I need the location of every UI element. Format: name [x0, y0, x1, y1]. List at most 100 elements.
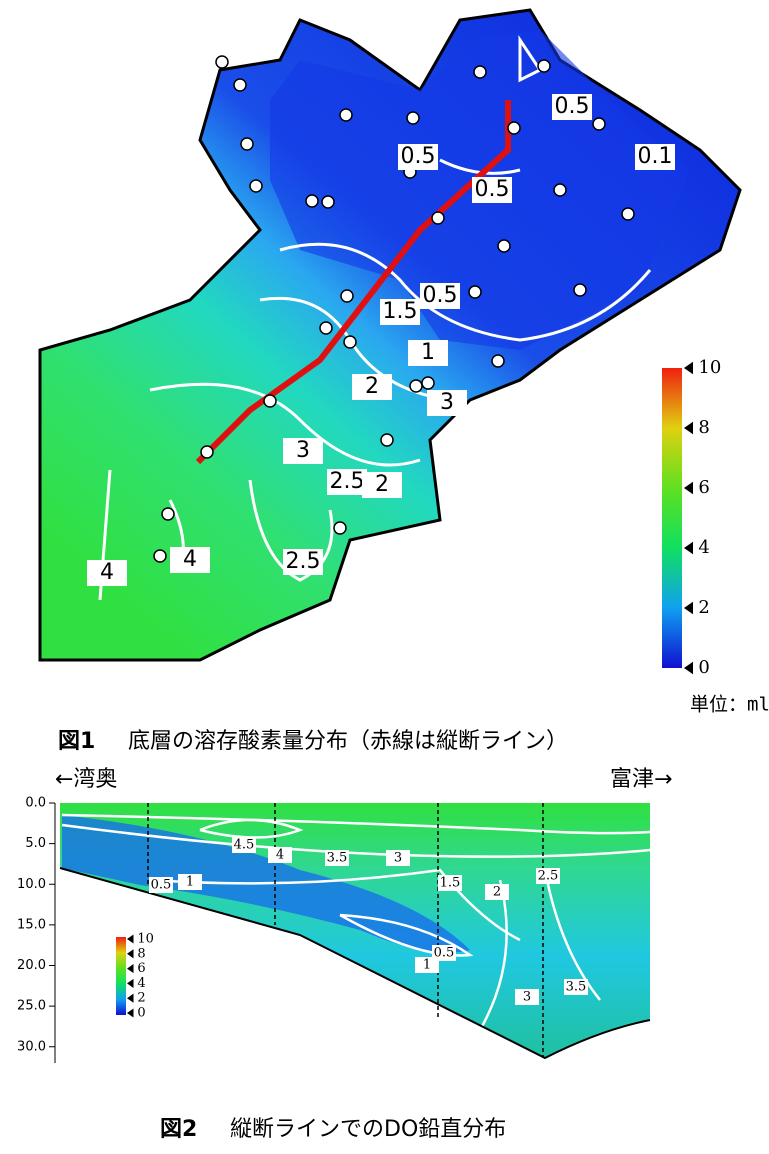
contour-label-bg [170, 547, 210, 573]
colorbar-tick [127, 1008, 134, 1018]
colorbar-tick-label: 4 [137, 976, 145, 991]
colorbar [662, 368, 682, 668]
colorbar-tick-label: 10 [698, 357, 721, 378]
caption: 縦断ラインでのDO鉛直分布 [230, 1117, 506, 1142]
contour-label: 1.5 [440, 876, 461, 891]
contour-label-bg [325, 850, 349, 866]
contour-label: 3 [440, 390, 454, 415]
contour-label-bg [268, 847, 292, 863]
contour-label: 4 [276, 848, 284, 863]
section-line [195, 100, 511, 465]
stations [147, 803, 544, 1058]
contour-label-bg [420, 283, 460, 309]
contour-label: 0.5 [423, 283, 458, 308]
contour-label-bg [564, 979, 588, 995]
contour-label: 0.5 [555, 94, 590, 119]
colorbar-tick-label: 4 [698, 537, 709, 558]
colorbar-tick-label: 2 [137, 991, 145, 1006]
map [38, 8, 742, 662]
contour-label-bg [149, 877, 173, 893]
y-tick-label: 30.0 [17, 1039, 46, 1054]
contour-label-bg [362, 472, 402, 498]
colorbar-tick [127, 964, 134, 974]
contour-label-bg [283, 438, 323, 464]
contour-label-bg [438, 875, 462, 891]
colorbar-tick [684, 661, 693, 675]
contour-label: 3.5 [327, 851, 348, 866]
contour-label-bg [536, 868, 560, 884]
colorbar-tick [684, 541, 693, 555]
colorbar-tick-label: 0 [137, 1006, 145, 1021]
contour-label-bg [386, 850, 410, 866]
contour-label: 2.5 [286, 549, 321, 574]
caption-label: 図1 [58, 729, 95, 754]
contour-label: 4.5 [234, 838, 255, 853]
contour-label-bg [415, 957, 439, 973]
contour-label: 1 [186, 875, 194, 890]
contour-label: 1 [423, 958, 431, 973]
colorbar-tick-label: 0 [698, 657, 709, 678]
colorbar-tick-label: 6 [137, 961, 145, 976]
contour-label-bg [232, 837, 256, 853]
contour-label-bg [352, 374, 392, 400]
y-tick-label: 20.0 [17, 958, 46, 973]
contour-label: 0.5 [475, 177, 510, 202]
contour-label: 0.5 [151, 878, 172, 893]
right-label: 富津→ [610, 767, 672, 792]
colorbar-tick [684, 481, 693, 495]
y-tick-label: 15.0 [17, 917, 46, 932]
y-tick-label: 5.0 [25, 836, 46, 851]
unit: 単位：ml/L [690, 694, 769, 716]
contour-label: 0.1 [638, 144, 673, 169]
caption: 底層の溶存酸素量分布（赤線は縦断ライン） [128, 729, 568, 754]
colorbar-tick [127, 993, 134, 1003]
contour-label: 1 [421, 340, 435, 365]
colorbar-tick [127, 934, 134, 944]
contour-label-bg [485, 884, 509, 900]
caption-label: 図2 [160, 1117, 197, 1142]
contour-label: 3 [394, 851, 402, 866]
contour-label-bg [327, 469, 367, 495]
contour-label: 0.5 [401, 144, 436, 169]
y-tick-label: 25.0 [17, 999, 46, 1014]
contour-label-bg [178, 874, 202, 890]
colorbar-tick [127, 978, 134, 988]
contour-label: 3.5 [566, 980, 587, 995]
contour-label-bg [472, 177, 512, 203]
contour-label-bg [427, 390, 467, 416]
colorbar-tick [127, 949, 134, 959]
contour-label-bg [552, 94, 592, 120]
y-tick-label: 10.0 [17, 877, 46, 892]
contour-label: 3 [296, 438, 310, 463]
contour-label-bg [398, 144, 438, 170]
section-colorbar [116, 937, 126, 1015]
colorbar-tick-label: 2 [698, 597, 709, 618]
contour-label-bg [408, 340, 448, 366]
contour-label: 2 [493, 885, 501, 900]
contour-label: 3 [523, 990, 531, 1005]
colorbar-tick [684, 361, 693, 375]
contour-label-bg [380, 299, 420, 325]
colorbar-tick-label: 8 [137, 946, 145, 961]
contour-label: 4 [183, 547, 197, 572]
stations [153, 55, 635, 567]
contour-label: 2 [365, 374, 379, 399]
contour-label: 4 [100, 560, 114, 585]
colorbar-tick [684, 601, 693, 615]
contour-label-bg [515, 989, 539, 1005]
contour-label: 2.5 [330, 469, 365, 494]
contour-label-bg [87, 560, 127, 586]
contour-label-bg [635, 144, 675, 170]
contour-label: 1.5 [383, 299, 418, 324]
contour-label: 2 [375, 472, 389, 497]
y-tick-label: 0.0 [25, 796, 46, 811]
contour-label: 2.5 [538, 869, 559, 884]
seabed [59, 867, 651, 1060]
contour-label-bg [283, 549, 323, 575]
colorbar-tick-label: 6 [698, 477, 709, 498]
contour-label: 0.5 [434, 946, 455, 961]
left-label: ←湾奥 [55, 767, 117, 792]
colorbar-tick-label: 10 [137, 932, 154, 947]
colorbar-tick [684, 421, 693, 435]
